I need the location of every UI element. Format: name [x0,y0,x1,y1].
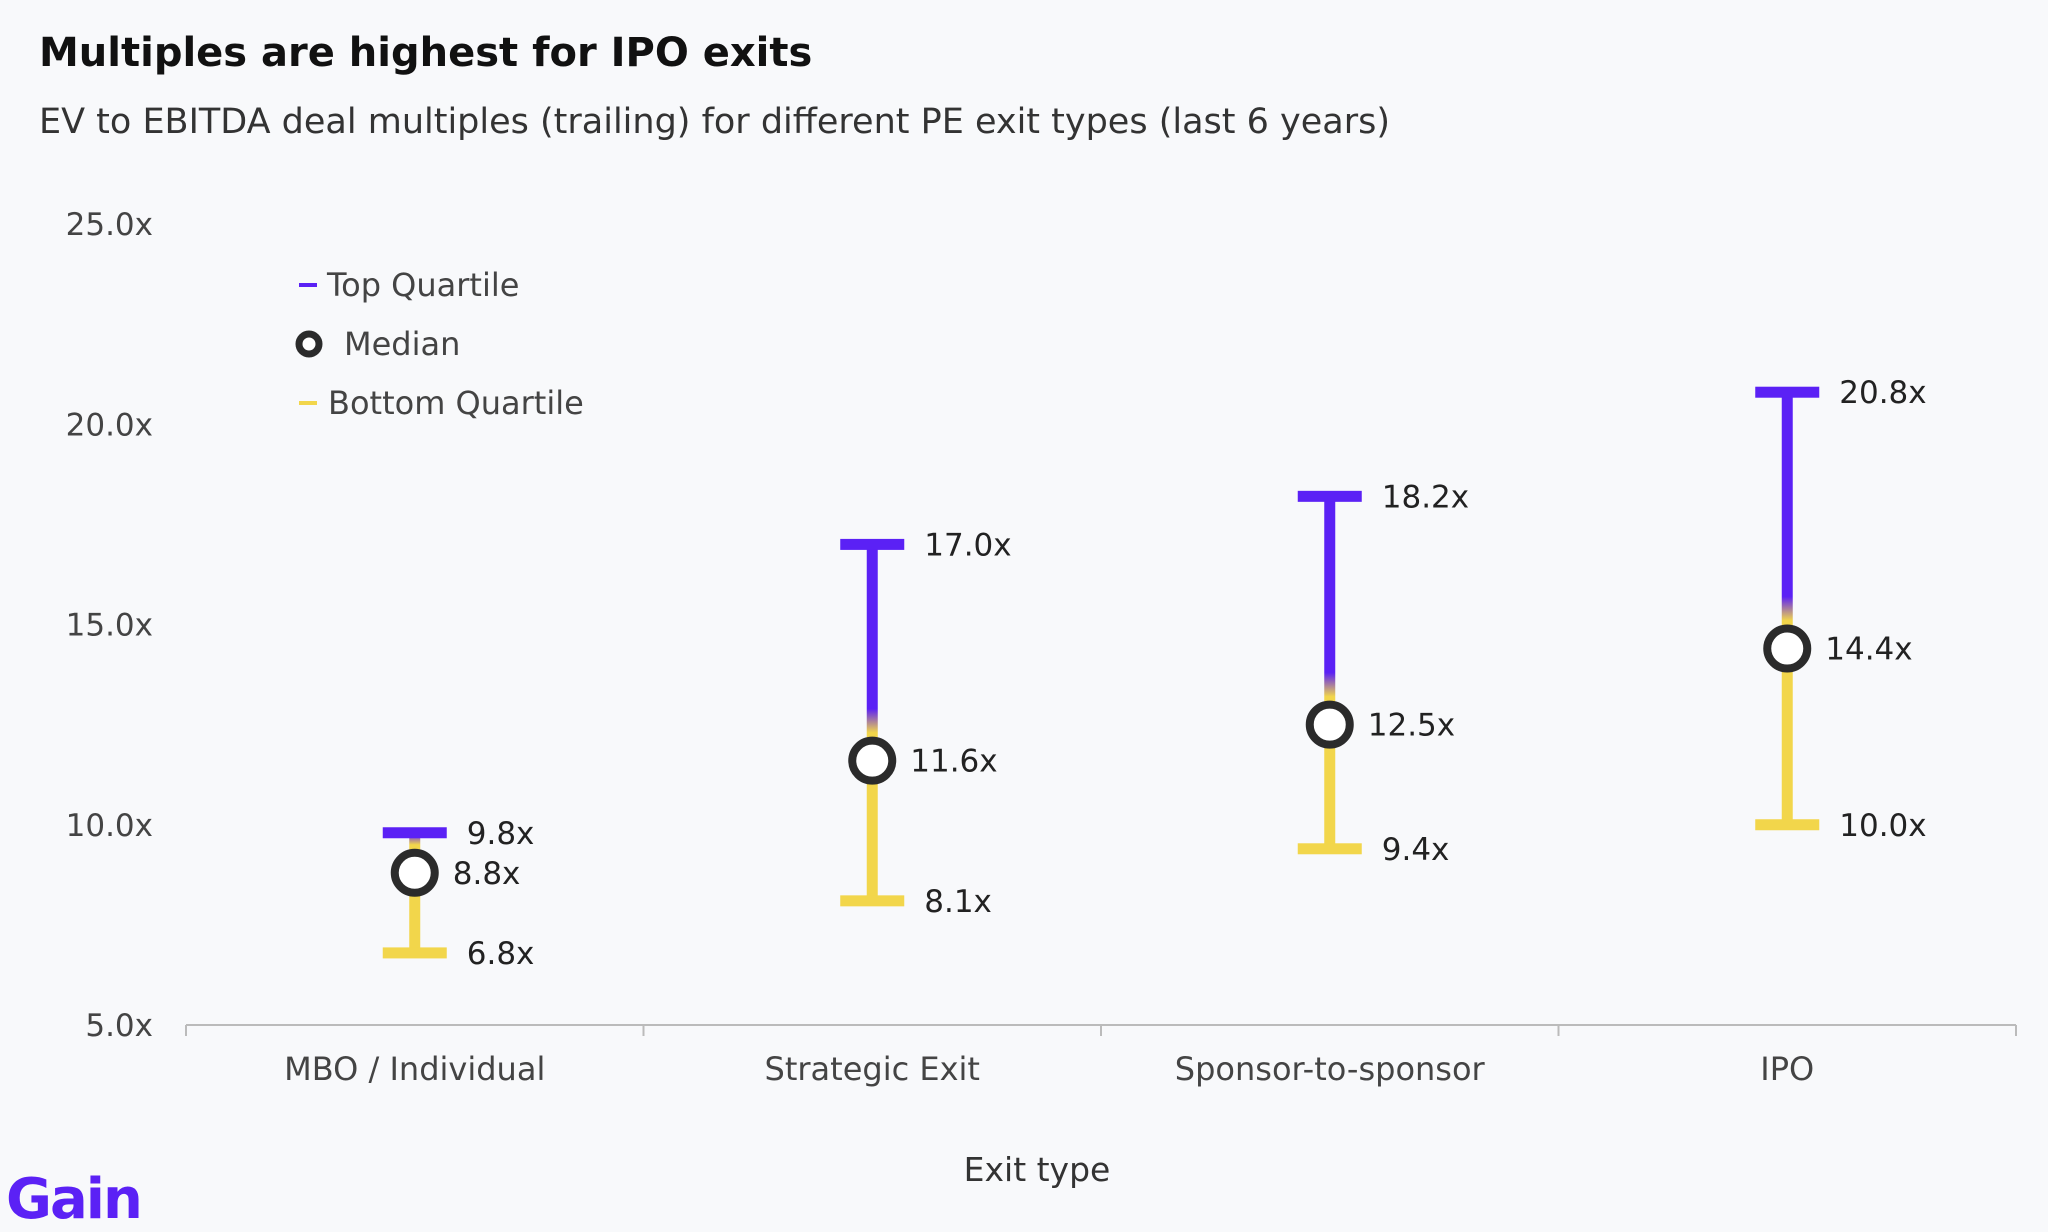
range-stem [1781,392,1793,825]
legend-median-swatch [295,330,323,358]
y-tick-label: 5.0x [85,1008,153,1044]
median-marker [1763,624,1812,673]
median-label: 8.8x [453,856,521,892]
bottom-quartile-cap [1755,819,1820,831]
range-group: 20.8x 14.4x 10.0x [1755,375,1927,844]
top-quartile-cap [840,538,905,550]
range-bars: 9.8x 8.8x 6.8x 17.0x 11.6x 8.1x 18.2x 12.5x 9.4x… [382,375,1927,972]
range-stem [866,544,878,901]
median-label: 11.6x [910,744,997,780]
y-tick-label: 10.0x [66,808,153,844]
legend-bottom-quartile-swatch [299,401,317,405]
range-group: 18.2x 12.5x 9.4x [1297,479,1469,868]
bottom-quartile-label: 9.4x [1382,832,1450,868]
top-quartile-label: 20.8x [1839,375,1926,411]
gain-logo: Gain [6,1167,143,1232]
legend-label: Top Quartile [326,266,519,304]
x-category-label: Sponsor-to-sponsor [1175,1050,1486,1088]
top-quartile-cap [1297,490,1362,502]
x-axis-title: Exit type [964,1150,1111,1189]
x-category-label: MBO / Individual [284,1050,545,1088]
top-quartile-label: 18.2x [1382,479,1469,515]
range-stem [1324,496,1336,849]
legend: Top Quartile Median Bottom Quartile [295,266,584,422]
bottom-quartile-cap [1297,843,1362,855]
bottom-quartile-label: 6.8x [467,936,535,972]
x-category-label: Strategic Exit [765,1050,980,1088]
top-quartile-cap [382,827,447,839]
range-group: 9.8x 8.8x 6.8x [382,816,535,972]
median-marker [390,848,439,897]
median-label: 12.5x [1368,708,1455,744]
y-axis: 5.0x 10.0x 15.0x 20.0x 25.0x [66,207,153,1044]
top-quartile-label: 9.8x [467,816,535,852]
top-quartile-label: 17.0x [924,527,1011,563]
legend-top-quartile-swatch [299,283,317,287]
x-category-label: IPO [1760,1050,1814,1088]
range-group: 17.0x 11.6x 8.1x [840,527,1012,920]
top-quartile-cap [1755,386,1820,398]
bottom-quartile-cap [382,947,447,959]
median-marker [1305,700,1354,749]
x-axis: MBO / Individual Strategic Exit Sponsor-to… [185,1024,2017,1088]
median-label: 14.4x [1825,632,1912,668]
chart-title: Multiples are highest for IPO exits [39,30,813,76]
bottom-quartile-label: 8.1x [924,884,992,920]
chart-subtitle: EV to EBITDA deal multiples (trailing) f… [39,102,1390,142]
legend-label: Bottom Quartile [328,384,584,422]
legend-label: Median [344,325,460,363]
y-tick-label: 20.0x [66,407,153,443]
y-tick-label: 25.0x [66,207,153,243]
bottom-quartile-cap [840,895,905,907]
y-tick-label: 15.0x [66,608,153,644]
median-marker [848,736,897,785]
bottom-quartile-label: 10.0x [1839,808,1926,844]
